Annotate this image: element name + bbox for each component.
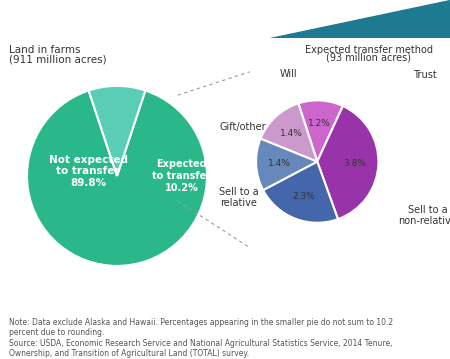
Text: Gift/other: Gift/other [220, 122, 266, 132]
Polygon shape [270, 0, 450, 38]
Wedge shape [256, 139, 317, 190]
Text: Sell to a
non-relative: Sell to a non-relative [398, 205, 450, 226]
Wedge shape [89, 86, 145, 176]
Text: Will: Will [279, 69, 297, 79]
Text: Expected transfer method: Expected transfer method [305, 45, 433, 55]
Text: 1.4%: 1.4% [280, 129, 303, 138]
Wedge shape [298, 101, 343, 162]
Wedge shape [317, 106, 378, 219]
Text: Trust: Trust [414, 70, 437, 80]
Text: 1.2%: 1.2% [308, 119, 331, 128]
Text: Not expected
to transfer
89.8%: Not expected to transfer 89.8% [49, 155, 128, 188]
Text: Note: Data exclude Alaska and Hawaii. Percentages appearing in the smaller pie d: Note: Data exclude Alaska and Hawaii. Pe… [9, 318, 393, 358]
Text: 2.3%: 2.3% [292, 192, 315, 201]
Text: (93 million acres): (93 million acres) [327, 52, 411, 62]
Text: 3.8%: 3.8% [344, 159, 367, 168]
Text: Expected
to transfer
10.2%: Expected to transfer 10.2% [152, 159, 212, 192]
Wedge shape [261, 103, 317, 162]
Text: Land in farms expected to transfer in 2015-19: Land in farms expected to transfer in 20… [7, 14, 313, 27]
Text: 1.4%: 1.4% [268, 159, 291, 168]
Text: Sell to a
relative: Sell to a relative [219, 187, 258, 208]
Wedge shape [27, 90, 207, 266]
Wedge shape [263, 162, 338, 223]
Text: (911 million acres): (911 million acres) [9, 55, 107, 65]
Text: Land in farms: Land in farms [9, 45, 81, 55]
